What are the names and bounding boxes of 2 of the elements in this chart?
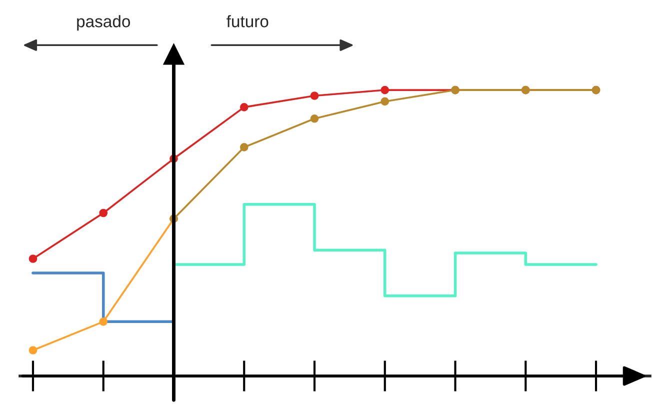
text: futuro <box>226 15 268 28</box>
text: pasado <box>77 15 130 31</box>
